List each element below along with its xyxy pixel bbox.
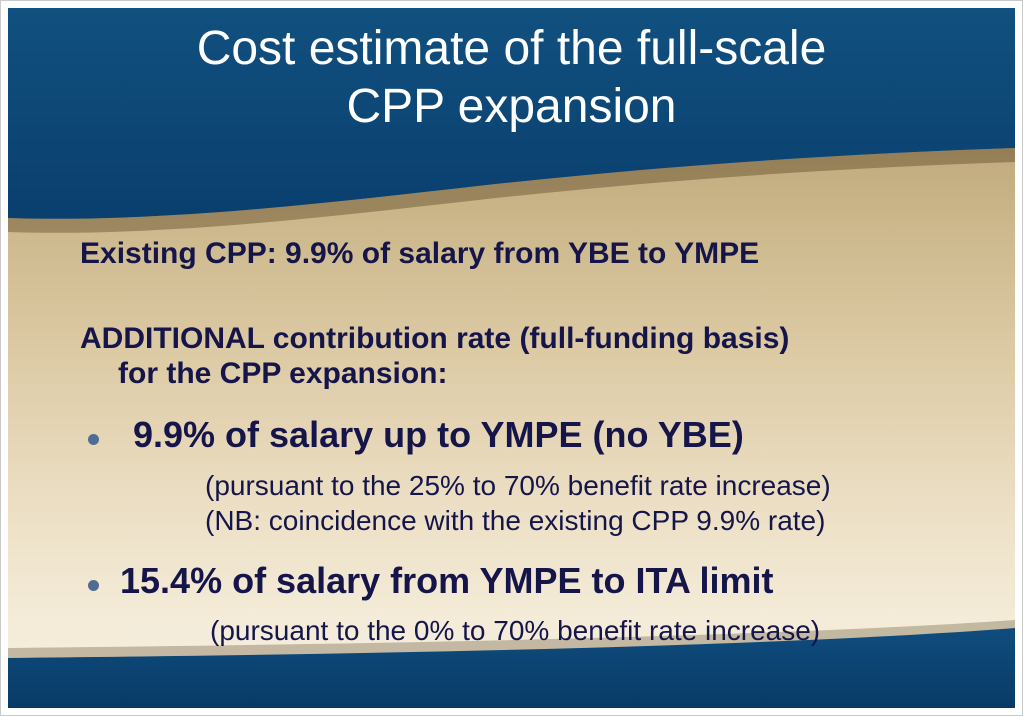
title-line1: Cost estimate of the full-scale bbox=[196, 22, 827, 75]
header-curve-shadow bbox=[8, 148, 1015, 233]
bullet1-sub2: (NB: coincidence with the existing CPP 9… bbox=[205, 505, 826, 536]
bullet-dot bbox=[88, 434, 99, 445]
paragraph-existing-cpp: Existing CPP: 9.9% of salary from YBE to… bbox=[80, 237, 760, 270]
bullet2-text: 15.4% of salary from YMPE to ITA limit bbox=[120, 560, 774, 601]
slide-title: Cost estimate of the full-scale CPP expa… bbox=[8, 20, 1015, 136]
paragraph-additional-line2: for the CPP expansion: bbox=[118, 357, 448, 390]
slide: Cost estimate of the full-scale CPP expa… bbox=[8, 8, 1015, 708]
paragraph-additional-line1: ADDITIONAL contribution rate (full-fundi… bbox=[80, 322, 790, 355]
bullet-dot bbox=[88, 580, 99, 591]
header-shape bbox=[8, 8, 1015, 219]
footer-shape bbox=[8, 628, 1015, 708]
header-swoosh bbox=[8, 8, 1015, 708]
footer-curve-shadow bbox=[8, 620, 1015, 660]
bullet1-sub1: (pursuant to the 25% to 70% benefit rate… bbox=[205, 470, 831, 501]
bullet2-sub1: (pursuant to the 0% to 70% benefit rate … bbox=[210, 615, 821, 646]
bullet1-text: 9.9% of salary up to YMPE (no YBE) bbox=[133, 414, 744, 455]
title-line2: CPP expansion bbox=[346, 80, 677, 133]
